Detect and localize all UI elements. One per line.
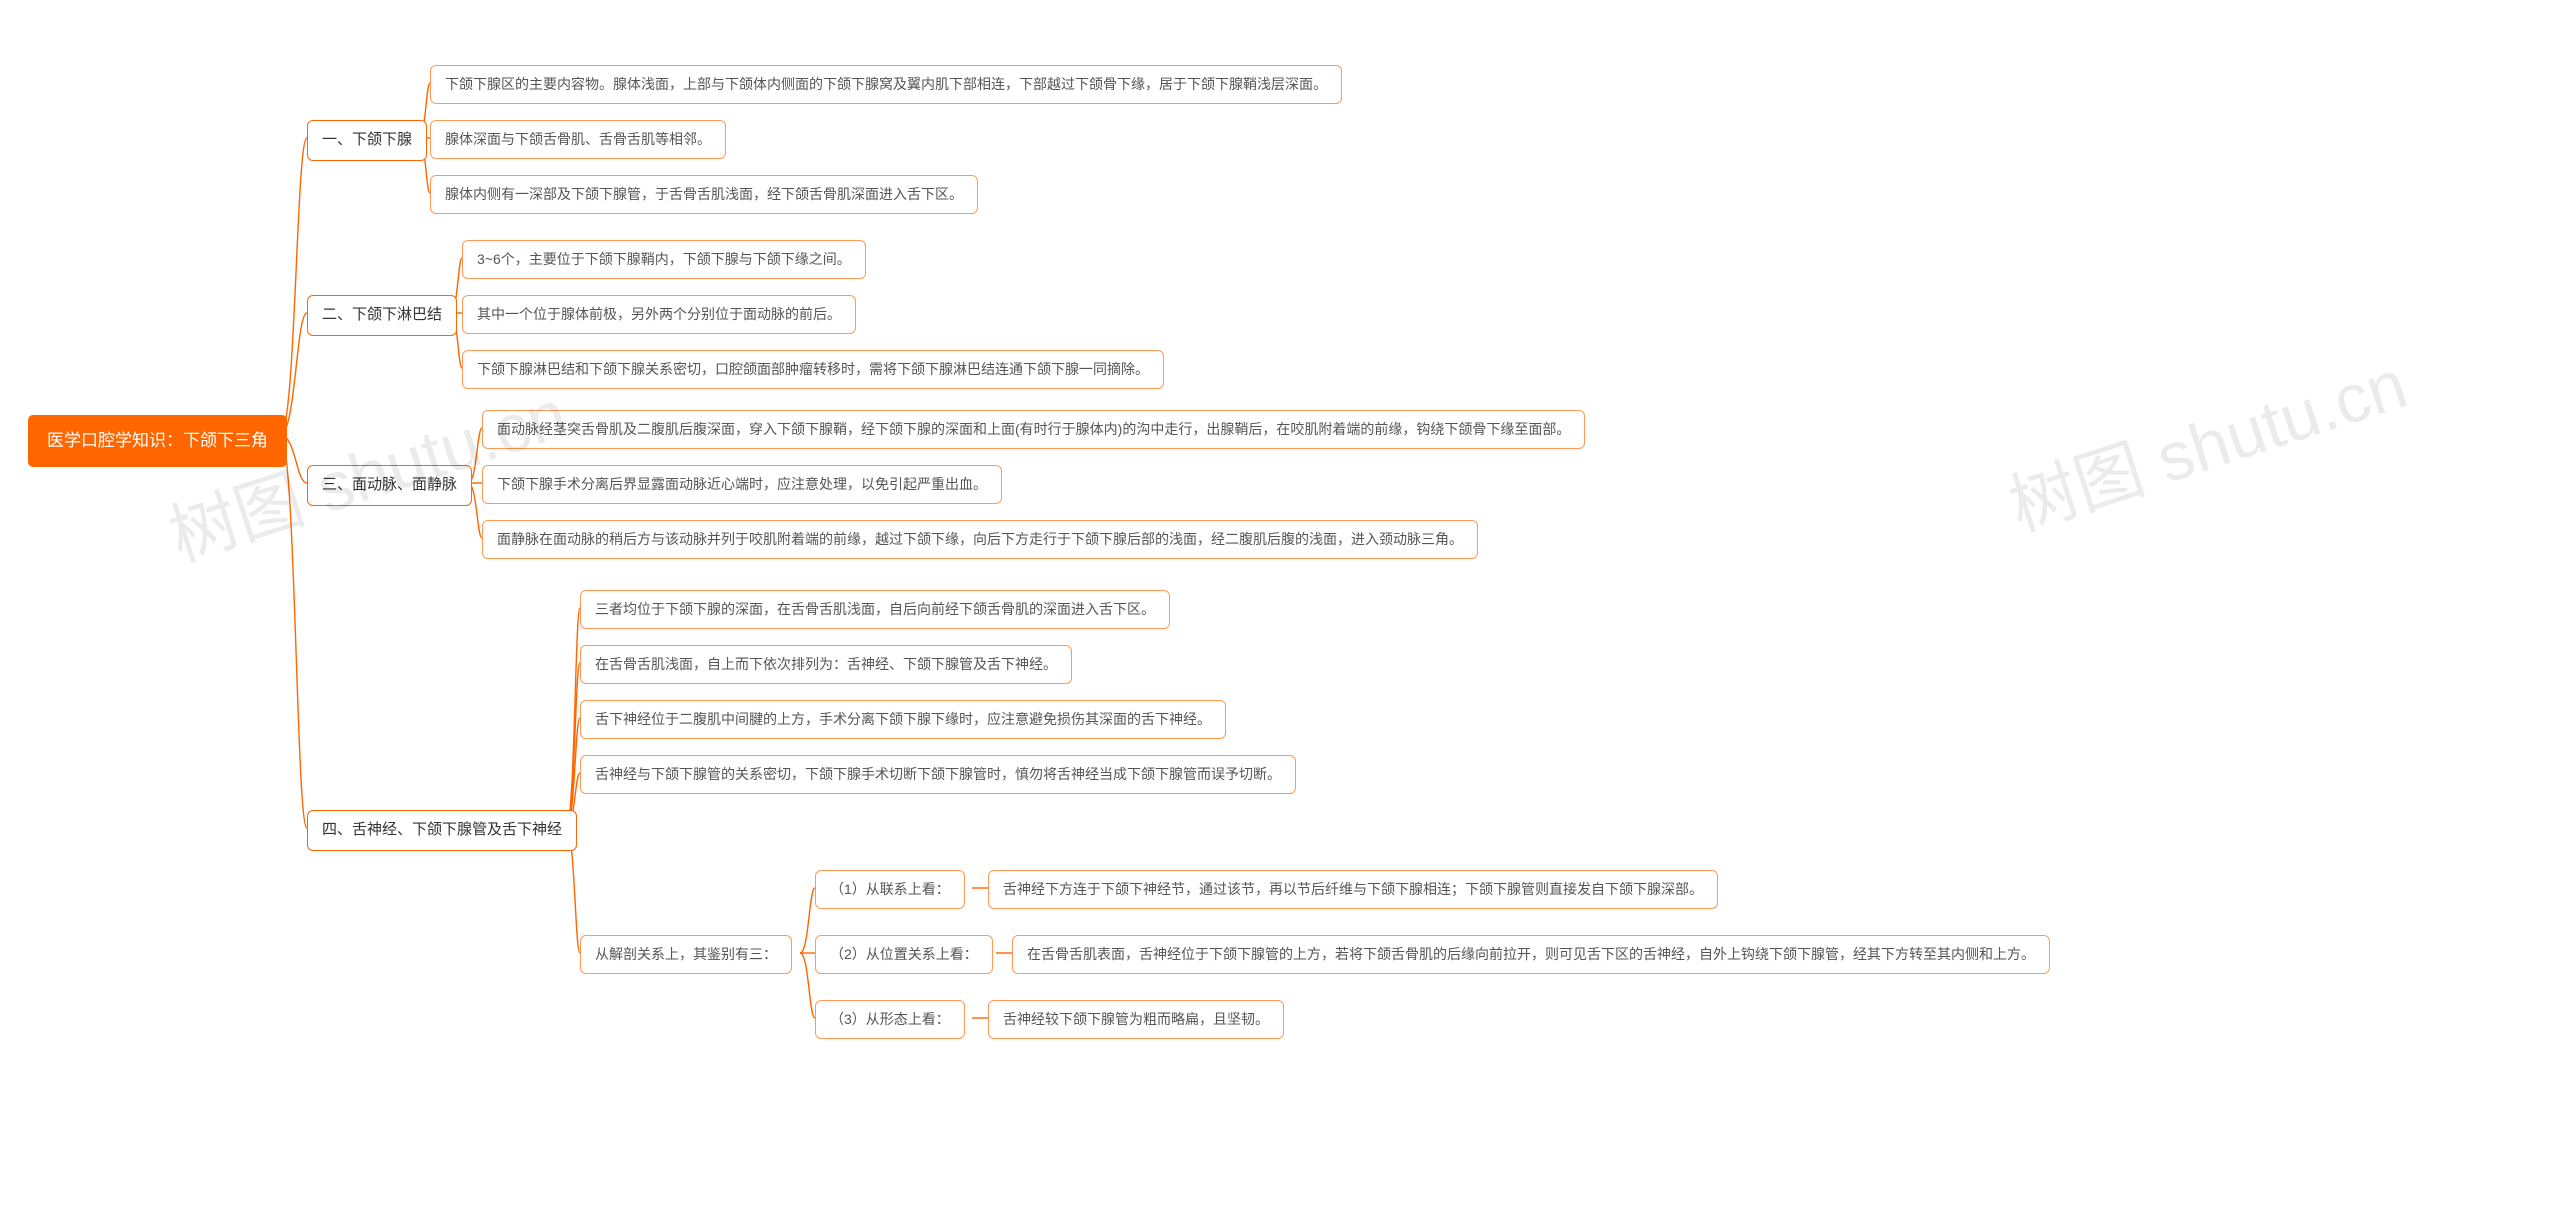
leaf-node: 在舌骨舌肌浅面，自上而下依次排列为：舌神经、下颌下腺管及舌下神经。 xyxy=(580,645,1072,684)
leaf-node: 3~6个，主要位于下颌下腺鞘内，下颌下腺与下颌下缘之间。 xyxy=(462,240,866,279)
leaf-node: 下颌下腺区的主要内容物。腺体浅面，上部与下颌体内侧面的下颌下腺窝及翼内肌下部相连… xyxy=(430,65,1342,104)
watermark: 树图 shutu.cn xyxy=(1995,329,2417,550)
branch-2: 二、下颌下淋巴结 xyxy=(307,295,457,336)
branch-4: 四、舌神经、下颌下腺管及舌下神经 xyxy=(307,810,577,851)
leaf-node: 腺体深面与下颌舌骨肌、舌骨舌肌等相邻。 xyxy=(430,120,726,159)
sub-item-2: （2）从位置关系上看： xyxy=(815,935,993,974)
sub-item-3-detail: 舌神经较下颌下腺管为粗而略扁，且坚韧。 xyxy=(988,1000,1284,1039)
sub-item-2-detail: 在舌骨舌肌表面，舌神经位于下颌下腺管的上方，若将下颌舌骨肌的后缘向前拉开，则可见… xyxy=(1012,935,2050,974)
subbranch: 从解剖关系上，其鉴别有三： xyxy=(580,935,792,974)
leaf-node: 舌下神经位于二腹肌中间腱的上方，手术分离下颌下腺下缘时，应注意避免损伤其深面的舌… xyxy=(580,700,1226,739)
leaf-node: 舌神经与下颌下腺管的关系密切，下颌下腺手术切断下颌下腺管时，慎勿将舌神经当成下颌… xyxy=(580,755,1296,794)
leaf-node: 下颌下腺手术分离后界显露面动脉近心端时，应注意处理，以免引起严重出血。 xyxy=(482,465,1002,504)
leaf-node: 面动脉经茎突舌骨肌及二腹肌后腹深面，穿入下颌下腺鞘，经下颌下腺的深面和上面(有时… xyxy=(482,410,1585,449)
branch-1: 一、下颌下腺 xyxy=(307,120,427,161)
branch-3: 三、面动脉、面静脉 xyxy=(307,465,472,506)
sub-item-1-detail: 舌神经下方连于下颌下神经节，通过该节，再以节后纤维与下颌下腺相连；下颌下腺管则直… xyxy=(988,870,1718,909)
leaf-node: 三者均位于下颌下腺的深面，在舌骨舌肌浅面，自后向前经下颌舌骨肌的深面进入舌下区。 xyxy=(580,590,1170,629)
connectors xyxy=(0,0,2560,1230)
leaf-node: 面静脉在面动脉的稍后方与该动脉并列于咬肌附着端的前缘，越过下颌下缘，向后下方走行… xyxy=(482,520,1478,559)
root-node: 医学口腔学知识：下颌下三角 xyxy=(28,415,287,467)
leaf-node: 下颌下腺淋巴结和下颌下腺关系密切，口腔颌面部肿瘤转移时，需将下颌下腺淋巴结连通下… xyxy=(462,350,1164,389)
leaf-node: 其中一个位于腺体前极，另外两个分别位于面动脉的前后。 xyxy=(462,295,856,334)
leaf-node: 腺体内侧有一深部及下颌下腺管，于舌骨舌肌浅面，经下颌舌骨肌深面进入舌下区。 xyxy=(430,175,978,214)
sub-item-3: （3）从形态上看： xyxy=(815,1000,965,1039)
sub-item-1: （1）从联系上看： xyxy=(815,870,965,909)
